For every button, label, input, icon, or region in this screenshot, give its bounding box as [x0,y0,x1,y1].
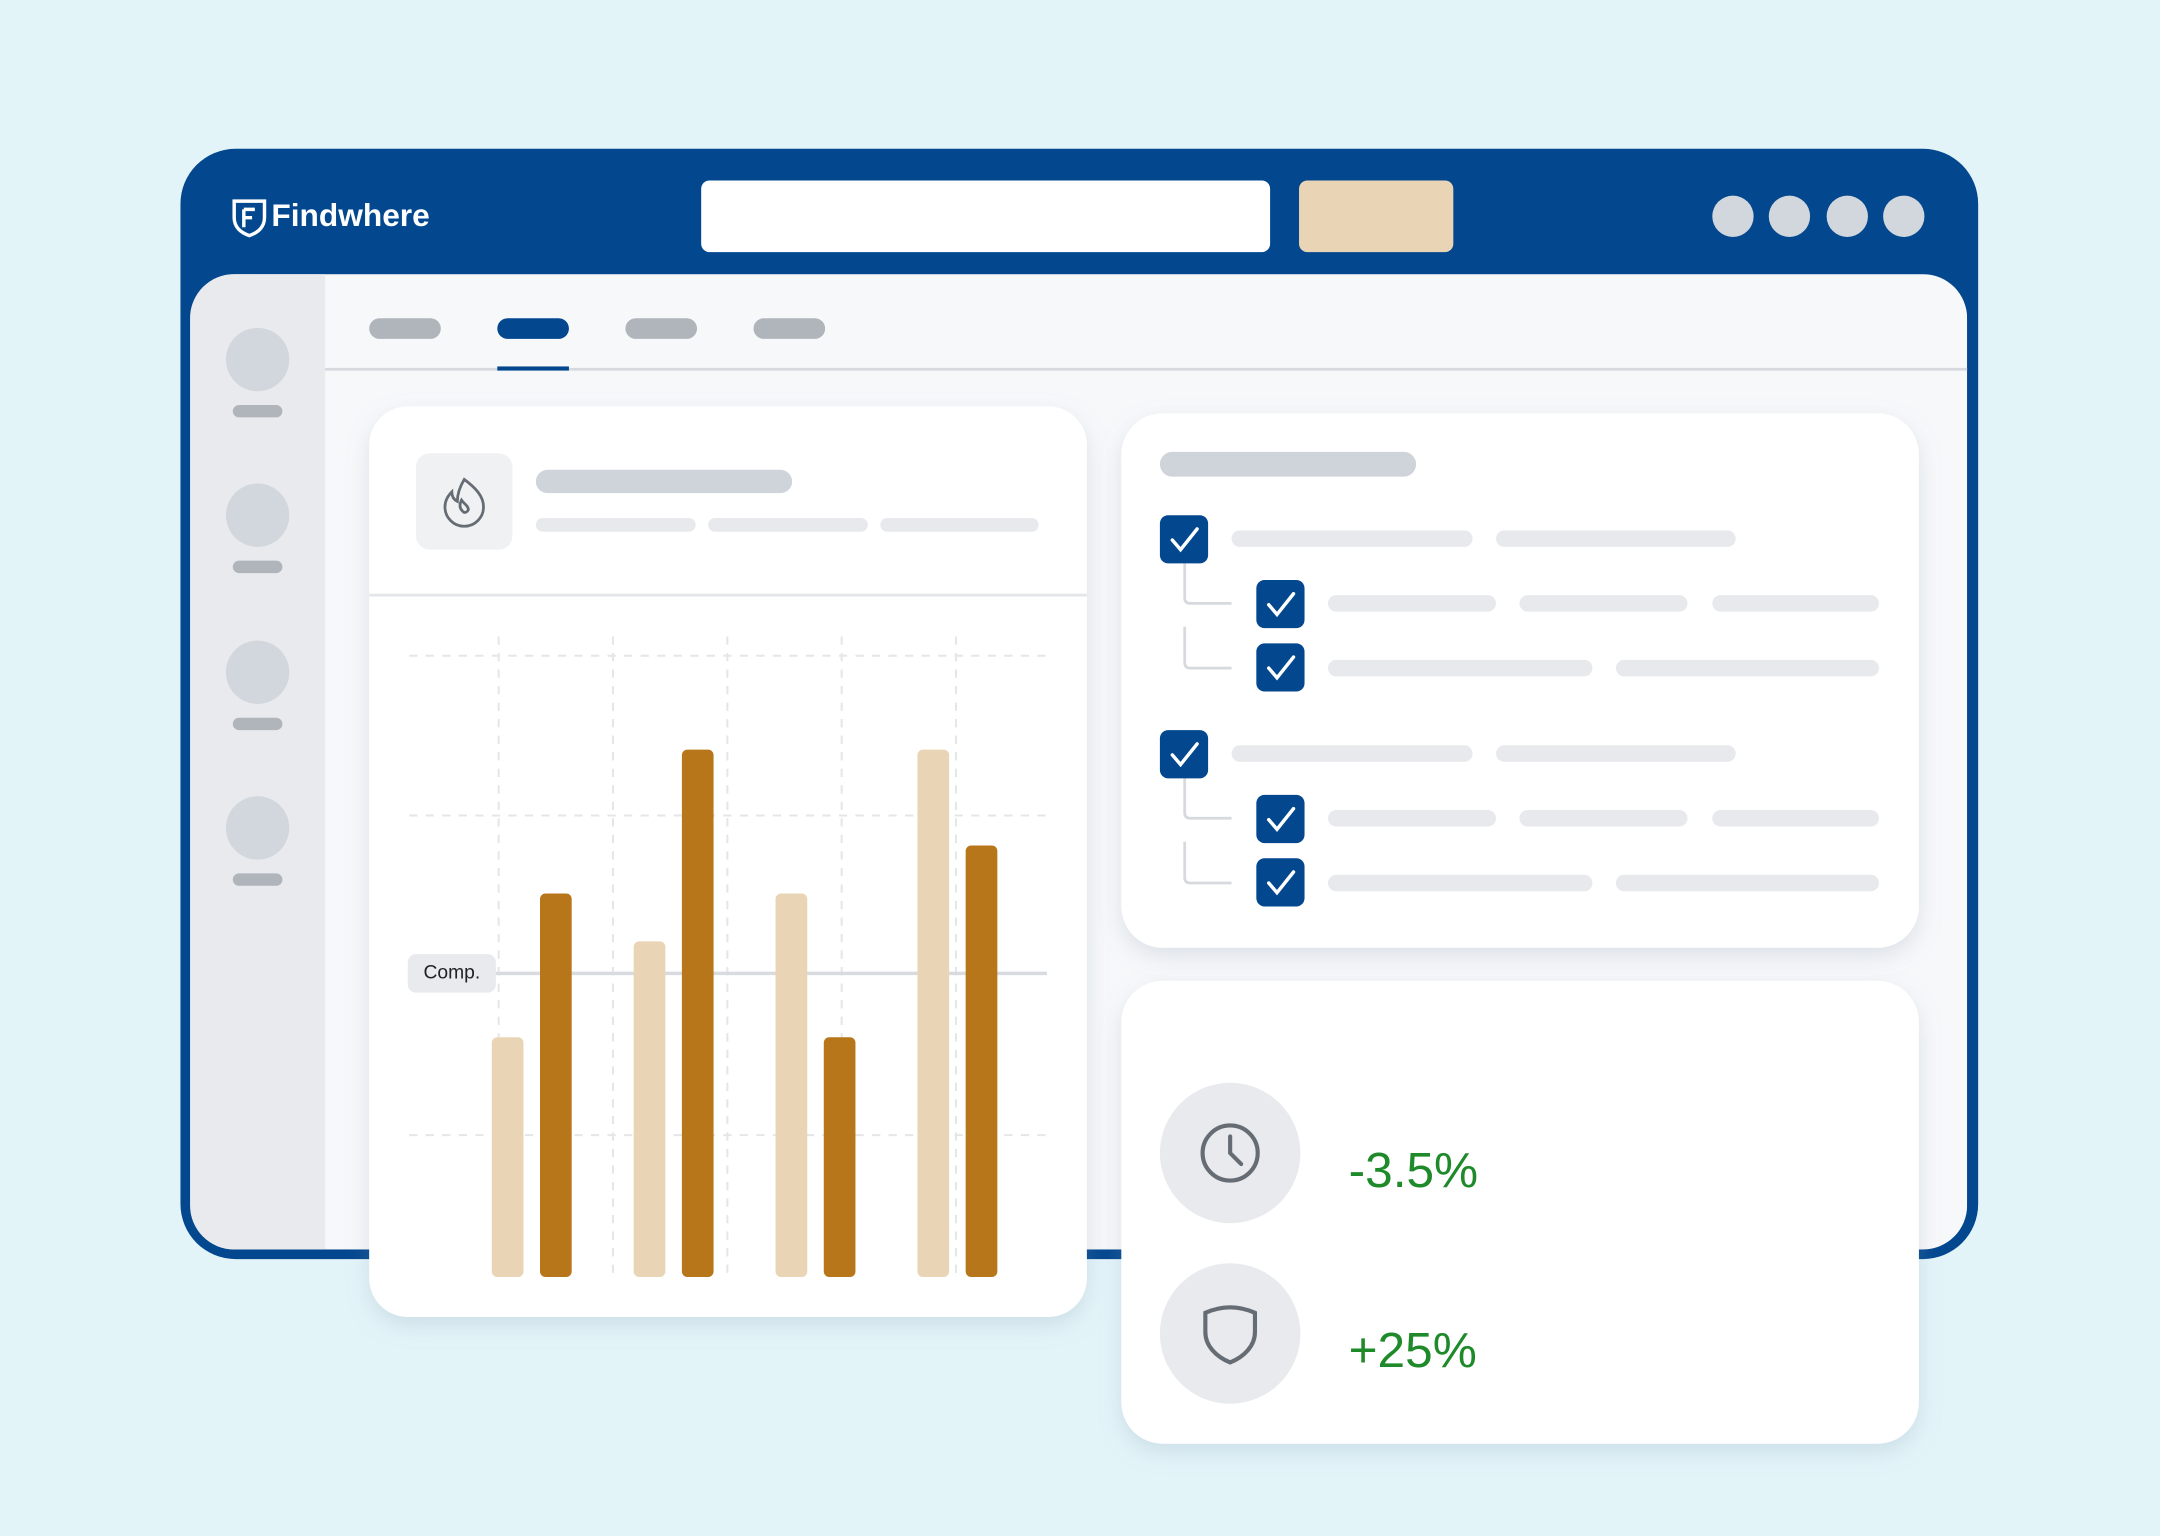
placeholder [1327,595,1497,612]
placeholder [1615,659,1879,677]
active-tab-indicator [497,366,569,371]
bar [540,893,572,1278]
window-control[interactable] [1712,195,1754,237]
nav-icon[interactable] [225,640,290,704]
checkbox[interactable] [1256,643,1305,692]
placeholder [1231,745,1473,762]
tab[interactable] [497,318,569,339]
brand-name: Findwhere [271,197,429,233]
placeholder [1519,595,1688,612]
logo-mark [242,207,255,228]
tab[interactable] [625,318,698,339]
checkbox[interactable] [1256,794,1305,844]
reference-label-box [407,954,496,993]
card-title-placeholder [1159,451,1417,477]
placeholder [1615,874,1879,892]
placeholder [708,517,868,532]
check-mark [1170,527,1199,553]
sidebar [190,274,326,1250]
placeholder [1327,659,1593,677]
nav-label [232,405,283,418]
bar [633,941,666,1278]
placeholder [535,517,696,532]
card-title-placeholder [535,469,793,494]
placeholder [1712,810,1879,827]
placeholder [1231,530,1473,547]
search-box[interactable] [701,180,1271,253]
check-mark [1267,870,1296,896]
check-mark [1267,655,1296,681]
checkbox[interactable] [1256,858,1305,907]
window-control[interactable] [1883,195,1925,237]
bar [917,749,950,1278]
nav-icon[interactable] [225,483,290,547]
checklist-card [1121,413,1919,948]
bar [681,749,714,1278]
clock-hands [1228,1134,1244,1167]
nav-icon[interactable] [225,327,290,392]
check-mark [1170,742,1199,768]
placeholder [1712,595,1879,612]
metric-value: +25% [1349,1322,1477,1378]
placeholder [1327,810,1497,827]
check-mark [1267,592,1296,618]
tree-connector [1183,563,1232,670]
tab[interactable] [369,318,441,339]
placeholder [880,517,1039,532]
logo-icon [232,199,267,238]
bar [965,845,998,1278]
metric-value: -3.5% [1349,1142,1479,1198]
shield-badge [1159,1263,1301,1404]
window-control[interactable] [1826,195,1868,237]
bar [491,1037,524,1278]
checkbox[interactable] [1256,579,1305,629]
window-control[interactable] [1768,195,1811,237]
nav-label [232,873,283,886]
checkbox[interactable] [1159,730,1209,779]
search-button[interactable] [1299,180,1454,253]
nav-icon[interactable] [225,796,290,860]
placeholder [1519,810,1688,827]
clock-icon [1200,1123,1260,1183]
fire-icon [443,477,485,528]
nav-label [232,560,283,574]
reference-label: Comp. [423,962,480,983]
checkbox[interactable] [1159,515,1209,564]
placeholder [1496,745,1736,762]
placeholder [1327,874,1593,892]
shield-icon [1203,1305,1258,1365]
placeholder [1496,530,1736,547]
tab[interactable] [753,318,826,339]
metrics-card [1121,980,1919,1444]
check-mark [1267,806,1296,833]
nav-label [232,717,283,731]
bar [823,1037,856,1278]
bar [775,893,808,1278]
tree-connector [1183,778,1232,885]
